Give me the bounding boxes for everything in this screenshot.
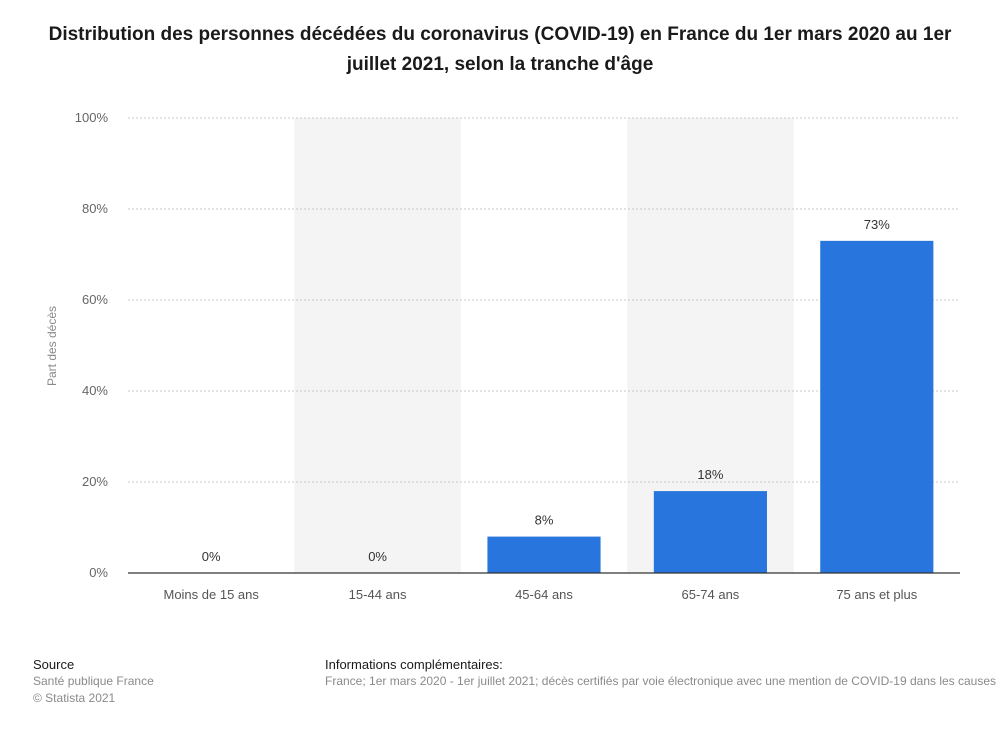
chart-title: Distribution des personnes décédées du c… [48, 24, 952, 75]
bar [653, 491, 767, 573]
source-name: Santé publique France [33, 674, 154, 688]
data-label: 8% [535, 513, 554, 528]
y-tick-label: 20% [82, 474, 108, 489]
info-text: France; 1er mars 2020 - 1er juillet 2021… [325, 674, 997, 688]
category-bands [294, 118, 794, 573]
data-label: 18% [697, 467, 723, 482]
source-heading: Source [33, 657, 75, 672]
x-tick-label: 65-74 ans [681, 587, 739, 602]
bar-chart: 0% 20% 40% 60% 80% 100% 0% 0% 8% 18% 73% Moins de… [45, 110, 960, 602]
bar [487, 536, 601, 573]
data-label: 0% [368, 549, 387, 564]
copyright: © Statista 2021 [33, 691, 116, 705]
y-axis-label: Part des décès [45, 306, 59, 386]
y-tick-label: 0% [89, 565, 108, 580]
x-axis-ticks: Moins de 15 ans 15-44 ans 45-64 ans 65-74 a… [163, 587, 917, 602]
category-band [294, 118, 461, 573]
bars [487, 240, 934, 573]
y-axis-ticks: 0% 20% 40% 60% 80% 100% [75, 110, 109, 580]
data-labels: 0% 0% 8% 18% 73% [202, 217, 890, 564]
x-tick-label: 75 ans et plus [836, 587, 917, 602]
data-label: 0% [202, 549, 221, 564]
source-block: Source Santé publique France © Statista … [33, 656, 154, 707]
x-tick-label: 45-64 ans [515, 587, 573, 602]
info-heading: Informations complémentaires: [325, 657, 503, 672]
y-tick-label: 100% [75, 110, 109, 125]
y-tick-label: 40% [82, 383, 108, 398]
y-tick-label: 60% [82, 292, 108, 307]
y-tick-label: 80% [82, 201, 108, 216]
info-block: Informations complémentaires: France; 1e… [325, 656, 1000, 690]
bar [820, 240, 934, 573]
x-tick-label: Moins de 15 ans [163, 587, 259, 602]
x-tick-label: 15-44 ans [349, 587, 407, 602]
data-label: 73% [864, 217, 890, 232]
